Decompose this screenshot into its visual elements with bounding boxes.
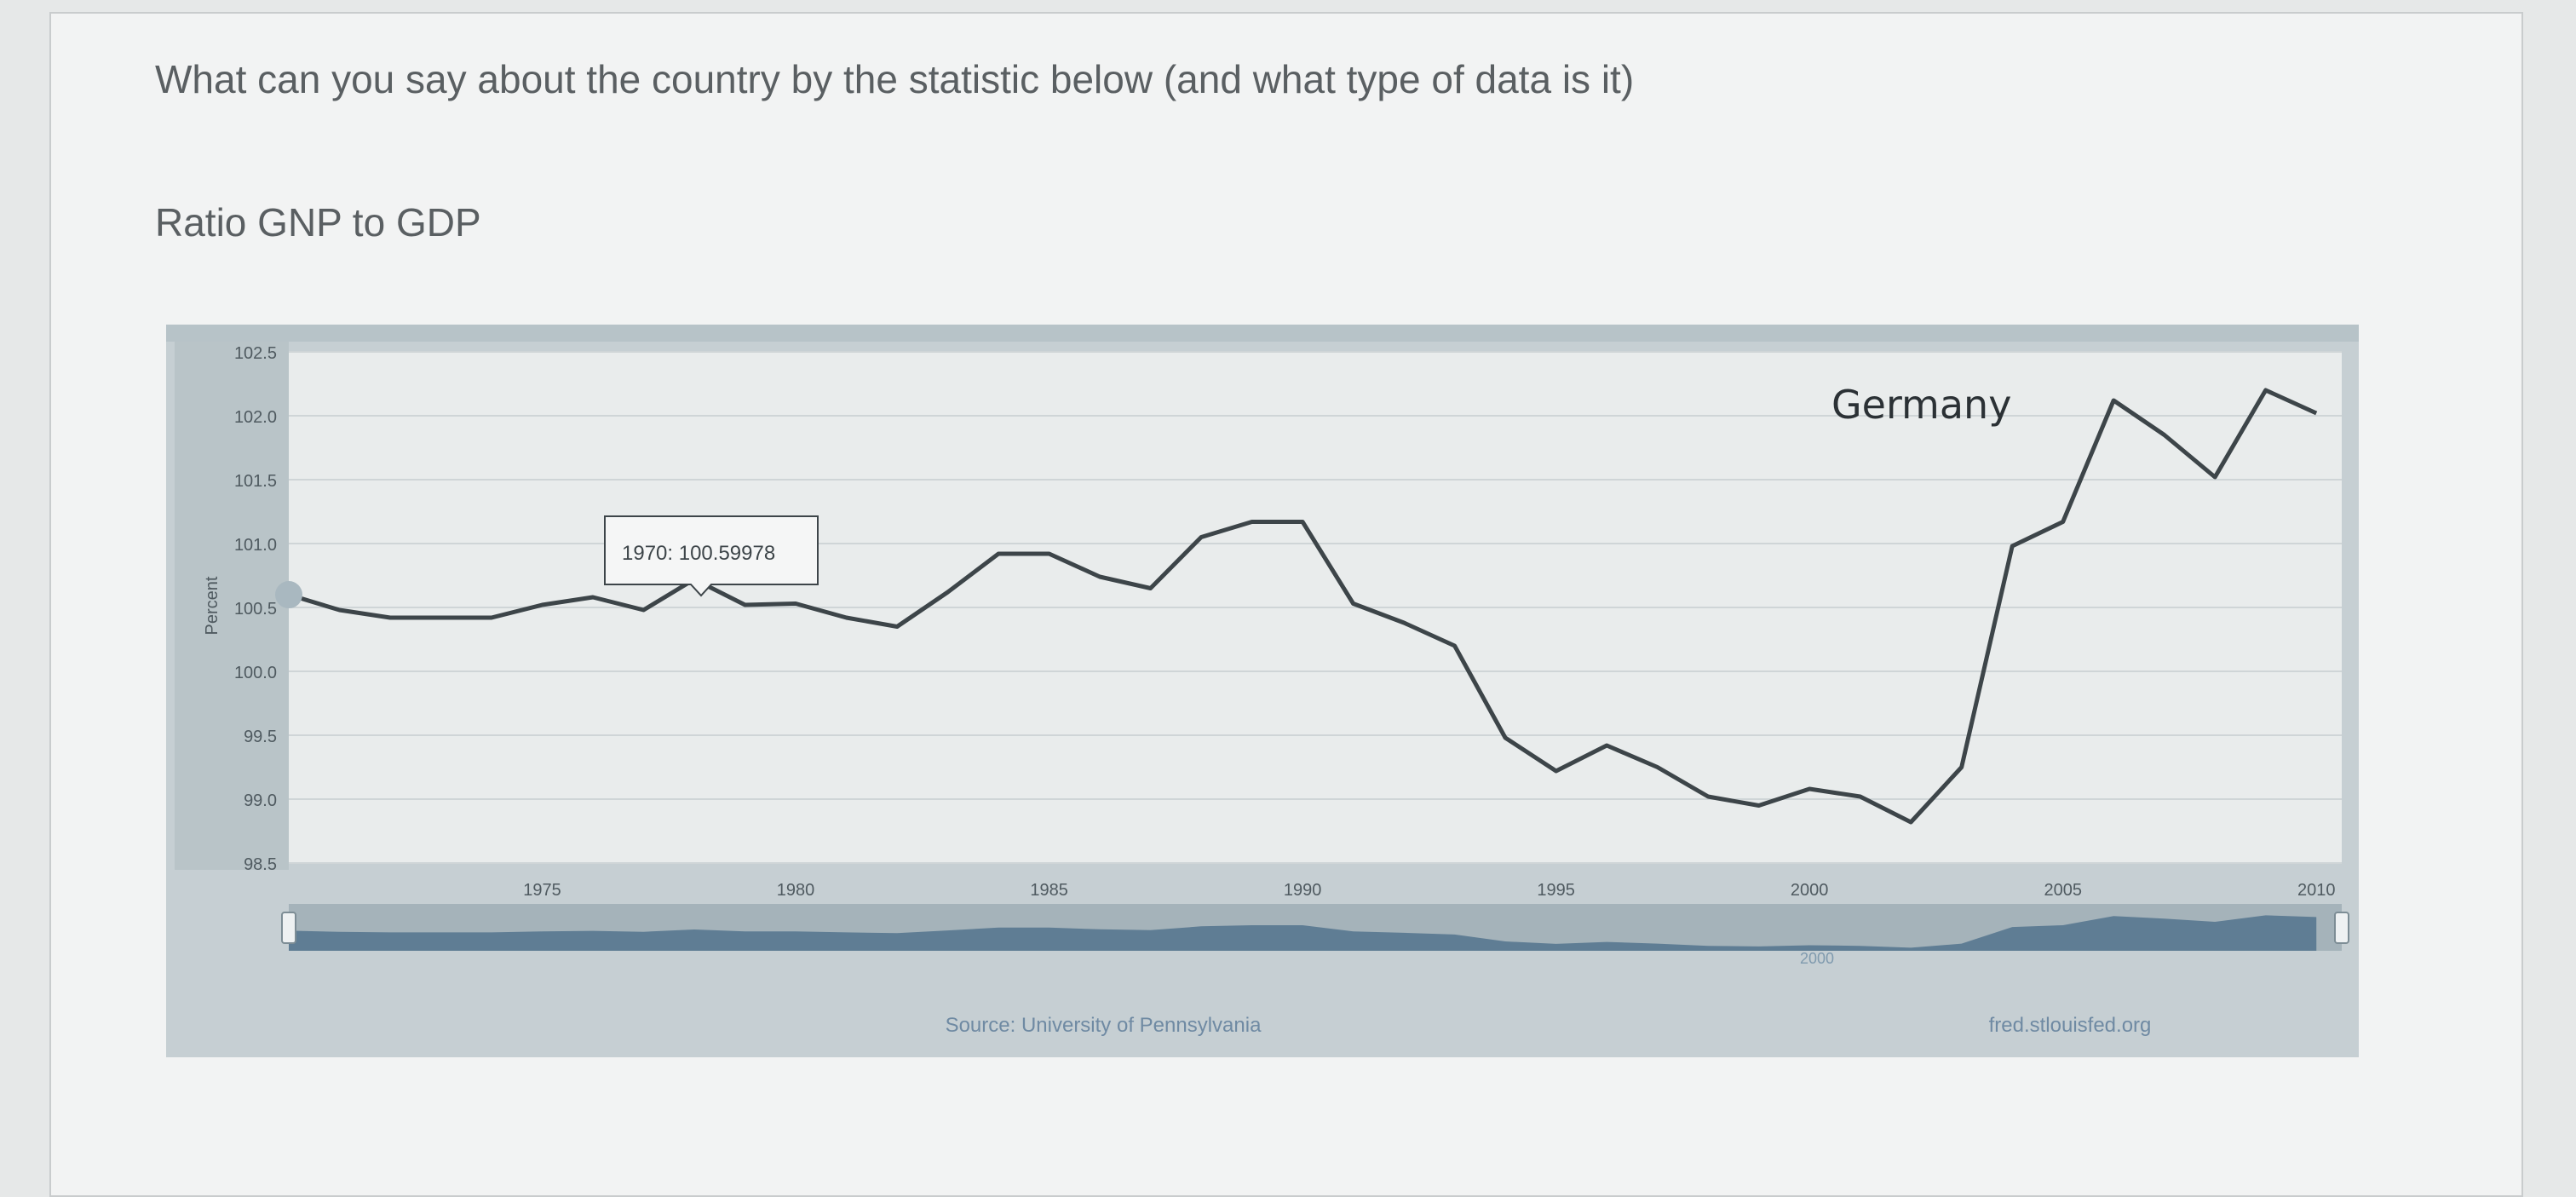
y-tick-label: 100.5 bbox=[234, 600, 277, 619]
country-label: Germany bbox=[1831, 382, 2011, 428]
navigator-label: 2000 bbox=[1800, 950, 1834, 967]
y-tick-label: 101.0 bbox=[234, 536, 277, 555]
y-axis-panel bbox=[175, 342, 289, 870]
x-tick-label: 1995 bbox=[1537, 881, 1575, 900]
x-tick-label: 1975 bbox=[523, 881, 561, 900]
question-text: What can you say about the country by th… bbox=[155, 57, 1635, 101]
y-tick-label: 100.0 bbox=[234, 664, 277, 682]
hover-marker bbox=[275, 581, 302, 609]
y-tick-label: 102.0 bbox=[234, 408, 277, 427]
x-tick-labels: 1975 1980 1985 1990 1995 2000 2005 2010 bbox=[523, 881, 2335, 900]
x-tick-label: 2010 bbox=[2297, 881, 2336, 900]
x-tick-label: 1985 bbox=[1030, 881, 1068, 900]
navigator-handle-right[interactable] bbox=[2334, 912, 2349, 944]
y-tick-label: 101.5 bbox=[234, 472, 277, 491]
y-tick-labels: 102.5 102.0 101.5 101.0 100.5 100.0 99.5 99.0 98… bbox=[234, 344, 277, 874]
y-tick-label: 99.5 bbox=[244, 728, 277, 746]
y-tick-label: 98.5 bbox=[244, 855, 277, 874]
x-tick-label: 2005 bbox=[2044, 881, 2082, 900]
chart-container: 102.5 102.0 101.5 101.0 100.5 100.0 99.5 99.0 98… bbox=[166, 325, 2359, 1057]
chart-heading: Ratio GNP to GDP bbox=[155, 200, 481, 245]
x-tick-label: 1980 bbox=[777, 881, 815, 900]
y-tick-label: 99.0 bbox=[244, 791, 277, 810]
site-text: fred.stlouisfed.org bbox=[1989, 1014, 2152, 1037]
chart-top-bar bbox=[166, 325, 2359, 342]
x-tick-label: 1990 bbox=[1284, 881, 1322, 900]
navigator-area bbox=[289, 915, 2317, 951]
source-text: Source: University of Pennsylvania bbox=[946, 1014, 1262, 1037]
navigator-handle-left[interactable] bbox=[281, 912, 296, 944]
tooltip-box bbox=[604, 515, 819, 597]
x-tick-label: 2000 bbox=[1791, 881, 1829, 900]
y-tick-label: 102.5 bbox=[234, 344, 277, 363]
tooltip-text: 1970: 100.59978 bbox=[622, 542, 775, 565]
series-line-germany bbox=[288, 388, 2318, 825]
y-axis-title: Percent bbox=[203, 576, 221, 635]
fred-chart: 102.5 102.0 101.5 101.0 100.5 100.0 99.5 99.0 98… bbox=[166, 325, 2359, 1057]
question-card: What can you say about the country by th… bbox=[49, 12, 2523, 1197]
tooltip: 1970: 100.59978 bbox=[604, 515, 819, 597]
